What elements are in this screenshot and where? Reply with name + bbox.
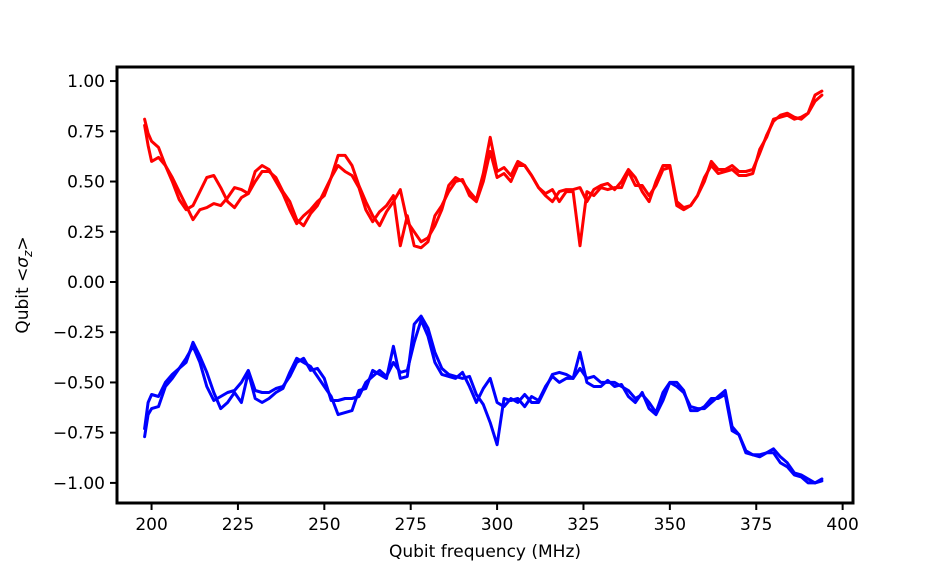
y-tick-label: −0.75: [53, 424, 105, 444]
y-axis-label-prefix: Qubit <: [13, 268, 33, 334]
x-tick-label: 325: [567, 515, 599, 535]
x-tick-label: 250: [308, 515, 340, 535]
plot-frame: [115, 65, 855, 505]
series-layer: [143, 89, 824, 485]
series-line-4: [143, 314, 824, 485]
x-tick-label: 350: [654, 515, 686, 535]
x-tick-label: 200: [135, 515, 167, 535]
tick-layer: 200 225 250 275 300 325 350 375 400 1.00 0.75 0.50 0…: [53, 72, 859, 535]
x-tick-label: 300: [481, 515, 513, 535]
x-tick-label: 400: [826, 515, 858, 535]
series-line-2: [143, 89, 824, 250]
y-axis-label: Qubit <σz>: [13, 236, 35, 333]
series-line-3: [143, 318, 824, 485]
y-tick-label: 0.50: [67, 173, 105, 193]
x-tick-label: 225: [222, 515, 254, 535]
y-tick-label: 0.00: [67, 273, 105, 293]
y-tick-label: 1.00: [67, 72, 105, 92]
x-tick-label: 375: [740, 515, 772, 535]
x-axis-label: Qubit frequency (MHz): [389, 542, 581, 562]
y-tick-label: −0.50: [53, 373, 105, 393]
y-tick-label: −1.00: [53, 474, 105, 494]
y-tick-label: −0.25: [53, 323, 105, 343]
series-line-1: [143, 93, 824, 244]
y-tick-label: 0.75: [67, 122, 105, 142]
y-axis-label-suffix: >: [13, 236, 33, 250]
y-axis-label-sigma: σ: [13, 256, 33, 268]
y-tick-label: 0.25: [67, 223, 105, 243]
y-axis-label-sub: z: [21, 250, 35, 258]
x-tick-label: 275: [394, 515, 426, 535]
